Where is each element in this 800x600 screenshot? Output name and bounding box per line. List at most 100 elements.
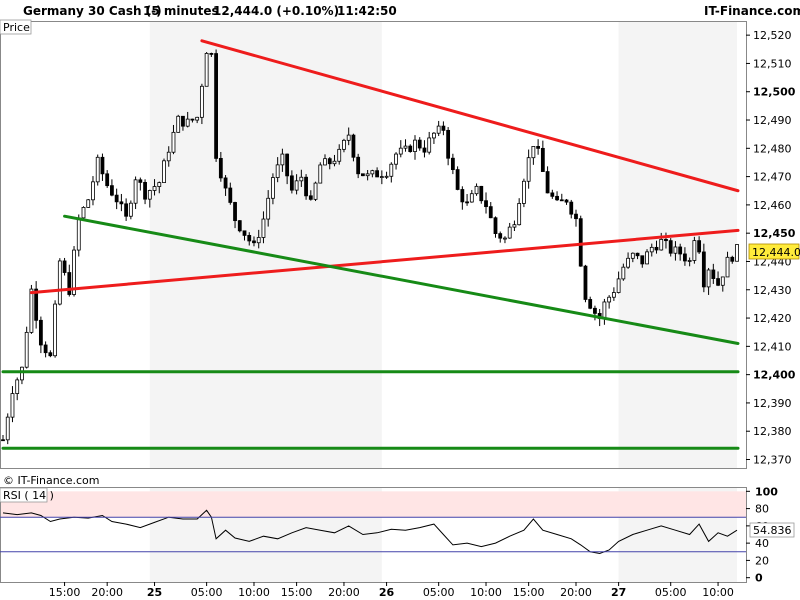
- candle-body: [683, 253, 687, 262]
- candle-body: [53, 303, 57, 357]
- rsi-tick-label: 20: [755, 554, 769, 567]
- time-tick-label: 10:00: [470, 586, 502, 599]
- candle-body: [517, 203, 522, 226]
- price-tick-label: 12,380: [753, 425, 792, 438]
- chart-labels: Price © IT-Finance.com RSI ( 14 ) 12,444…: [0, 19, 800, 538]
- price-tick-label: 12,390: [753, 397, 792, 410]
- candle-body: [285, 153, 290, 177]
- candle-body: [593, 307, 597, 314]
- candle-body: [223, 177, 228, 189]
- candle-body: [147, 190, 152, 200]
- candle-body: [507, 226, 512, 239]
- candle-body: [645, 251, 649, 265]
- candle-body: [536, 146, 541, 149]
- candle-body: [204, 53, 209, 87]
- price-tick-label: 12,430: [753, 284, 792, 297]
- candle-body: [564, 199, 569, 203]
- candle-body: [1, 439, 5, 442]
- time-tick-label: 20:00: [328, 586, 360, 599]
- candle-body: [304, 176, 308, 197]
- candle-body: [413, 139, 417, 152]
- candle-body: [266, 197, 271, 220]
- price-tick-label: 12,410: [753, 340, 792, 353]
- candle-body: [342, 139, 346, 150]
- candle-body: [701, 251, 706, 288]
- candle-body: [261, 218, 266, 238]
- time-tick-label: 15:00: [513, 586, 545, 599]
- candle-body: [654, 246, 659, 251]
- candle-body: [252, 240, 256, 244]
- time-tick-label: 05:00: [655, 586, 687, 599]
- candle-body: [460, 189, 465, 203]
- candle-body: [5, 416, 10, 441]
- candle-body: [711, 269, 716, 279]
- candle-body: [583, 265, 588, 300]
- candle-body: [242, 230, 247, 236]
- candle-body: [110, 185, 114, 196]
- candle-body: [360, 173, 365, 177]
- candle-body: [337, 148, 342, 162]
- price-tick-label: 12,460: [753, 199, 792, 212]
- trendlines: [1, 39, 740, 450]
- candle-body: [318, 164, 323, 184]
- timeframe-label: 15 minutes: [143, 4, 219, 18]
- chart-header: Germany 30 Cash (-) 15 minutes 12,444.0 …: [0, 0, 800, 21]
- candle-body: [455, 169, 460, 190]
- candle-body: [138, 179, 143, 183]
- time-tick-label: 10:00: [702, 586, 734, 599]
- rsi-tick-label: 0: [755, 572, 763, 585]
- candle-body: [95, 156, 100, 183]
- session-shading: [0, 21, 746, 582]
- rsi-line: [2, 509, 738, 555]
- candle-body: [602, 301, 607, 319]
- candle-body: [81, 207, 86, 219]
- time-tick-label: 05:00: [423, 586, 455, 599]
- rsi-panel-frame: [0, 487, 747, 583]
- candle-body: [152, 186, 157, 191]
- candle-body: [86, 199, 91, 208]
- candle-body: [181, 115, 185, 127]
- candle-body: [10, 393, 15, 418]
- candle-body: [209, 53, 214, 55]
- rsi-overbought-band: [0, 491, 746, 518]
- candle-body: [247, 235, 252, 242]
- candle-body: [474, 185, 479, 195]
- candle-body: [422, 147, 427, 153]
- candle-body: [171, 131, 176, 153]
- candle-body: [62, 260, 67, 273]
- candle-body: [394, 153, 398, 165]
- candle-body: [190, 118, 195, 121]
- candle-body: [446, 129, 451, 159]
- candle-body: [256, 237, 261, 244]
- candle-body: [408, 145, 413, 152]
- candle-body: [498, 233, 503, 239]
- candle-body: [574, 213, 578, 220]
- candle-body: [649, 246, 654, 253]
- candle-body: [271, 177, 275, 199]
- candle-body: [432, 132, 436, 139]
- time-tick-label: 20:00: [91, 586, 123, 599]
- candle-body: [67, 272, 72, 295]
- candle-body: [687, 260, 692, 262]
- candle-body: [114, 194, 119, 203]
- candle-body: [384, 175, 389, 178]
- candle-body: [128, 202, 133, 217]
- candle-body: [375, 170, 380, 178]
- candle-body: [479, 185, 484, 202]
- candle-body: [15, 379, 20, 394]
- candle-body: [417, 139, 422, 149]
- time-tick-label: 27: [611, 586, 626, 599]
- candle-body: [76, 217, 81, 251]
- candle-body: [735, 244, 739, 262]
- candle-body: [313, 182, 318, 200]
- candle-body: [195, 116, 200, 121]
- candle-body: [119, 201, 124, 205]
- candle-body: [540, 147, 545, 172]
- candle-body: [578, 218, 583, 267]
- candle-body: [607, 296, 612, 303]
- candle-body: [72, 249, 76, 295]
- trendline-2: [63, 214, 740, 346]
- candle-body: [522, 180, 526, 204]
- candle-body: [143, 182, 147, 200]
- candle-body: [100, 156, 105, 175]
